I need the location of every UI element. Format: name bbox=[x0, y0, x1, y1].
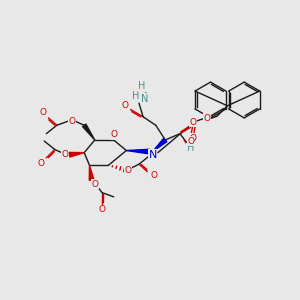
Text: O: O bbox=[125, 166, 132, 175]
Text: O: O bbox=[187, 136, 194, 146]
Polygon shape bbox=[82, 124, 95, 140]
Text: H: H bbox=[138, 81, 146, 91]
Text: O: O bbox=[189, 118, 196, 127]
Polygon shape bbox=[126, 149, 150, 154]
Polygon shape bbox=[153, 138, 167, 152]
Text: N: N bbox=[140, 94, 148, 104]
Text: O: O bbox=[68, 117, 75, 126]
Text: O: O bbox=[62, 150, 69, 159]
Text: O: O bbox=[189, 134, 196, 143]
Text: O: O bbox=[122, 101, 129, 110]
Text: O: O bbox=[150, 171, 157, 180]
Text: O: O bbox=[99, 205, 106, 214]
Text: O: O bbox=[91, 180, 98, 189]
Text: O: O bbox=[38, 159, 45, 168]
Text: O: O bbox=[40, 108, 47, 117]
Text: O: O bbox=[110, 130, 117, 139]
Text: H: H bbox=[132, 91, 140, 101]
Polygon shape bbox=[89, 165, 94, 180]
Text: N: N bbox=[148, 150, 157, 160]
Text: H: H bbox=[187, 143, 194, 153]
Text: O: O bbox=[204, 114, 211, 123]
Polygon shape bbox=[69, 152, 84, 157]
